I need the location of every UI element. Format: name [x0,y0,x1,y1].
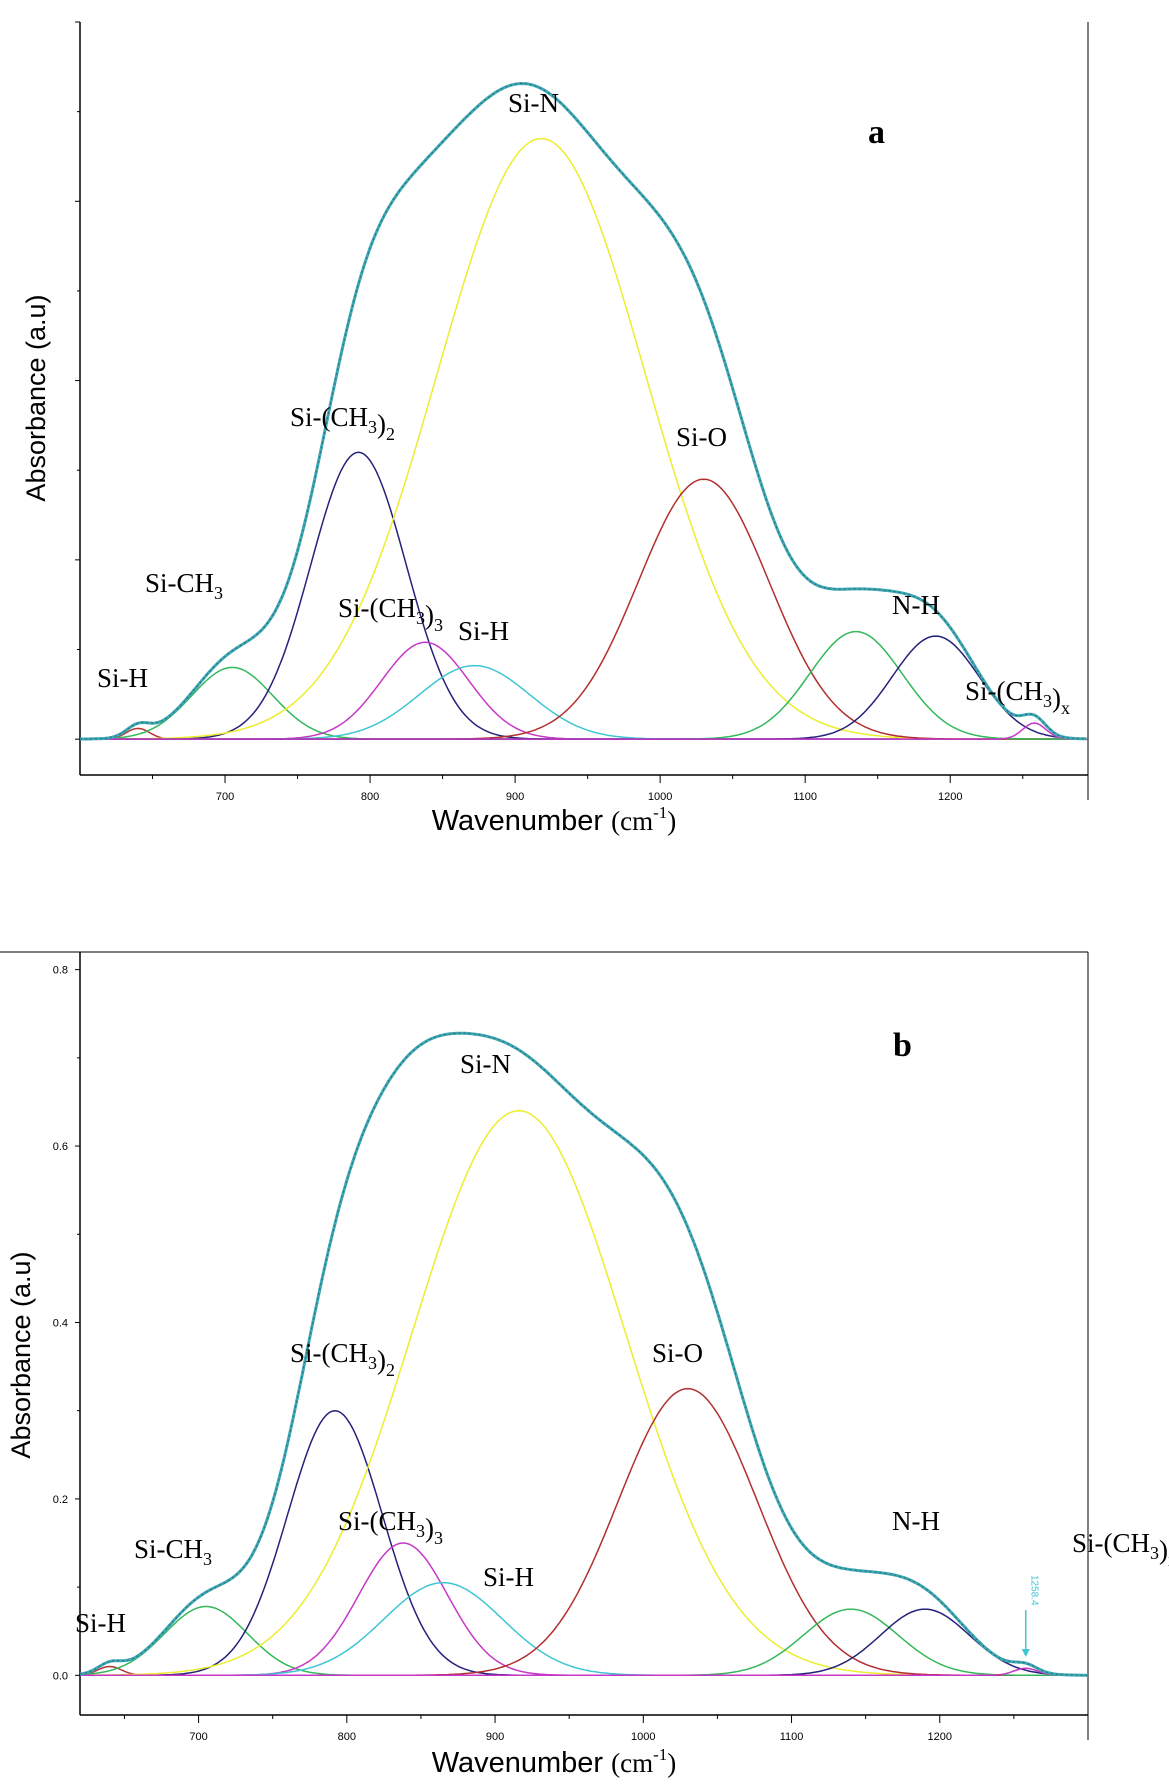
envelope-fit-line [79,1031,1088,1677]
peak-annotation-label: Si-(CH3)2 [290,1338,395,1380]
y-axis-title: Absorbance (a.u) [6,1251,36,1458]
panel-letter-label: a [868,114,885,151]
peak-component-line [79,1665,1088,1677]
x-axis-title: Wavenumber (cm-1) [432,803,677,837]
peak-annotation-label: Si-H [483,1562,534,1592]
y-tick-label: 0.2 [53,1494,68,1506]
chart-panel-a: 700 800 900 1000 1100 1200 Si-H Si-CH3 Si-(CH3)2… [21,21,1089,837]
peak-component-line [80,1110,1088,1677]
x-tick-label: 1000 [631,1731,655,1743]
measured-spectrum-dots [80,82,1087,740]
x-tick-label: 900 [486,1731,504,1743]
x-tick-label: 1000 [648,791,672,803]
peak-component-line [80,630,1087,740]
peak-annotation-label: N-H [892,590,940,620]
x-tick-label: 700 [216,791,234,803]
peak-annotation-label: Si-CH3 [145,568,223,603]
peak-component-line [80,722,1087,740]
x-tick-label: 1100 [780,1731,804,1743]
x-tick-label: 800 [338,1731,356,1743]
y-tick-label: 0.6 [53,1141,68,1153]
chart-panel-b: 700 800 900 1000 1100 1200 0.0 0.2 0.4 0.6 0.8 Si-H… [0,951,1169,1779]
panel-letter-label: b [893,1027,912,1064]
peak-annotation-label: Si-(CH3)3 [338,593,443,635]
x-axis-title: Wavenumber (cm-1) [432,1745,677,1779]
peak-annotation-label: Si-(CH3)3 [338,1506,443,1548]
peak-marker-label: 1258.4 [1029,1575,1040,1606]
x-tick-label: 1200 [938,791,962,803]
x-tick-label: 1200 [928,1731,952,1743]
envelope-fit-line [80,81,1087,741]
peak-annotation-label: Si-CH3 [134,1534,212,1569]
y-axis-title: Absorbance (a.u) [21,294,51,501]
peak-annotation-label: Si-N [508,88,559,118]
x-tick-label: 1100 [793,791,817,803]
peak-component-line [80,1608,1088,1677]
peak-component-line [80,1542,1088,1677]
measured-spectrum-dots [79,1032,1088,1676]
peak-annotation-label: Si-H [75,1608,126,1638]
x-tick-label: 800 [361,791,379,803]
peak-component-line [80,1409,1088,1677]
peak-annotation-label: Si-(CH3)x [1072,1528,1169,1570]
peak-annotation-label: N-H [892,1506,940,1536]
peak-component-line [79,1605,1088,1677]
peak-component-line [80,664,1087,740]
peak-annotation-label: Si-O [652,1338,703,1368]
peak-annotation-label: Si-(CH3)x [965,676,1070,718]
peak-annotation-label: Si-N [460,1049,511,1079]
y-tick-label: 0.8 [53,965,68,977]
peak-annotation-label: Si-O [676,422,727,452]
peak-annotation-label: Si-H [97,663,148,693]
x-tick-label: 900 [506,791,524,803]
peak-annotation-label: Si-(CH3)2 [290,402,395,444]
peak-component-line [80,1667,1088,1677]
peak-component-line [80,1608,1088,1677]
y-tick-label: 0.0 [53,1670,68,1682]
y-tick-label: 0.4 [53,1317,68,1329]
peak-annotation-label: Si-H [458,616,509,646]
peak-component-line [80,137,1087,740]
peak-marker-arrowhead [1021,1649,1030,1657]
x-tick-label: 700 [189,1731,207,1743]
